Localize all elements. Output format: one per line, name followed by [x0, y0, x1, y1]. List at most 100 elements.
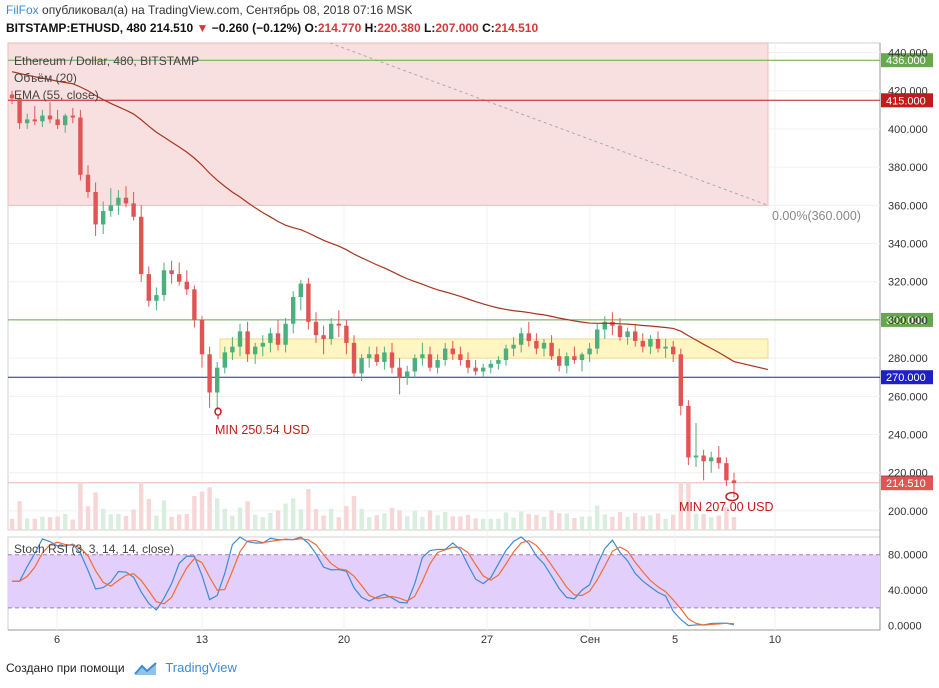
volume-bar — [177, 514, 182, 530]
price-tag-box — [881, 93, 933, 108]
y-tick-label: 260.000 — [888, 391, 928, 403]
stoch-band — [8, 554, 880, 608]
footer: Создано при помощи TradingView — [6, 660, 237, 676]
volume-bar — [222, 508, 227, 530]
volume-bar — [435, 515, 440, 530]
candle-body — [503, 348, 509, 361]
volume-bar — [602, 514, 607, 530]
volume-bar — [93, 492, 98, 530]
volume-bar — [55, 516, 60, 530]
candle-body — [435, 360, 440, 368]
candle-body — [139, 216, 144, 275]
candle-body — [93, 191, 98, 225]
candle-body — [496, 360, 501, 364]
volume-bar — [625, 516, 630, 530]
candle-body — [154, 295, 159, 301]
candle-body — [55, 119, 60, 126]
price-tag-label: 436.000 — [886, 55, 926, 67]
last-price: 214.510 — [149, 21, 194, 35]
candle-body — [617, 325, 623, 338]
close-label: C: — [482, 21, 495, 35]
stoch-tick-label: 40.0000 — [888, 585, 928, 597]
volume-bar — [291, 498, 296, 530]
volume-bar — [503, 512, 509, 530]
volume-bar — [146, 498, 151, 530]
volume-bar — [245, 501, 250, 530]
volume-bar — [633, 513, 638, 530]
symbol[interactable]: BITSTAMP:ETHUSD, 480 — [6, 21, 147, 35]
candle-body — [329, 323, 334, 340]
candle-body — [465, 360, 471, 368]
candle-body — [686, 405, 691, 458]
open-value: 214.770 — [317, 21, 362, 35]
volume-bar — [663, 518, 668, 530]
candle-body — [572, 356, 577, 361]
legend-volume: Объём (20) — [14, 71, 77, 85]
candle-body — [47, 115, 53, 120]
volume-bar — [617, 512, 623, 530]
x-tick-label: 13 — [196, 634, 208, 646]
candle-body — [63, 115, 68, 126]
volume-bar — [139, 482, 144, 530]
candle-body — [693, 455, 699, 458]
candle-body — [131, 203, 136, 217]
volume-bar — [154, 515, 159, 530]
y-tick-label: 200.000 — [888, 506, 928, 518]
candle-body — [359, 358, 364, 374]
candle-body — [298, 283, 303, 298]
candle-body — [633, 331, 638, 341]
candle-body — [397, 367, 402, 378]
x-tick-label: 10 — [769, 634, 781, 646]
volume-bar — [443, 512, 448, 530]
publisher-link[interactable]: FilFox — [6, 3, 39, 17]
tradingview-link[interactable]: TradingView — [165, 660, 237, 675]
volume-bar — [511, 517, 516, 530]
volume-bar — [389, 508, 395, 530]
footer-text: Создано при помощи — [6, 661, 125, 675]
candle-body — [101, 211, 106, 225]
volume-bar — [25, 518, 30, 530]
candle-body — [123, 197, 129, 204]
candle-body — [25, 119, 30, 124]
volume-bar — [336, 517, 341, 530]
y-tick-label: 380.000 — [888, 162, 928, 174]
candle-body — [701, 455, 706, 462]
min-annotation-1: MIN 250.54 USD — [215, 423, 309, 437]
volume-bar — [534, 514, 539, 530]
price-tag-label: 415.000 — [886, 95, 926, 107]
tradingview-logo-icon[interactable] — [134, 662, 158, 676]
volume-bar — [716, 515, 721, 530]
candle-body — [602, 321, 607, 330]
y-tick-label: 420.000 — [888, 86, 928, 98]
volume-bar — [610, 516, 615, 530]
candle-body — [382, 352, 387, 362]
candle-body — [344, 325, 349, 343]
candle-body — [268, 333, 273, 343]
price-tag-label: 214.510 — [886, 478, 926, 490]
publish-text: опубликовал(а) на TradingView.com, Сентя… — [42, 3, 413, 17]
volume-bar — [283, 503, 288, 530]
volume-bar — [306, 489, 311, 530]
volume-bar — [686, 482, 691, 530]
candle-body — [412, 358, 417, 372]
volume-bar — [488, 518, 493, 530]
volume-bar — [640, 516, 645, 530]
stoch-tick-label: 0.0000 — [888, 621, 922, 633]
y-tick-label: 300.000 — [888, 315, 928, 327]
volume-bar — [724, 507, 729, 530]
volume-bar — [237, 507, 243, 530]
volume-bar — [184, 514, 189, 530]
volume-bar — [541, 516, 547, 530]
volume-bar — [359, 508, 364, 530]
candle-body — [709, 457, 714, 462]
volume-bar — [63, 514, 68, 530]
volume-bar — [78, 482, 83, 530]
volume-bar — [108, 514, 113, 530]
y-tick-label: 340.000 — [888, 239, 928, 251]
min-marker-2 — [725, 491, 739, 502]
candle-body — [32, 119, 37, 122]
legend-stoch: Stoch RSI (3, 3, 14, 14, close) — [14, 542, 174, 556]
candle-body — [215, 367, 220, 393]
candle-body — [184, 281, 189, 290]
